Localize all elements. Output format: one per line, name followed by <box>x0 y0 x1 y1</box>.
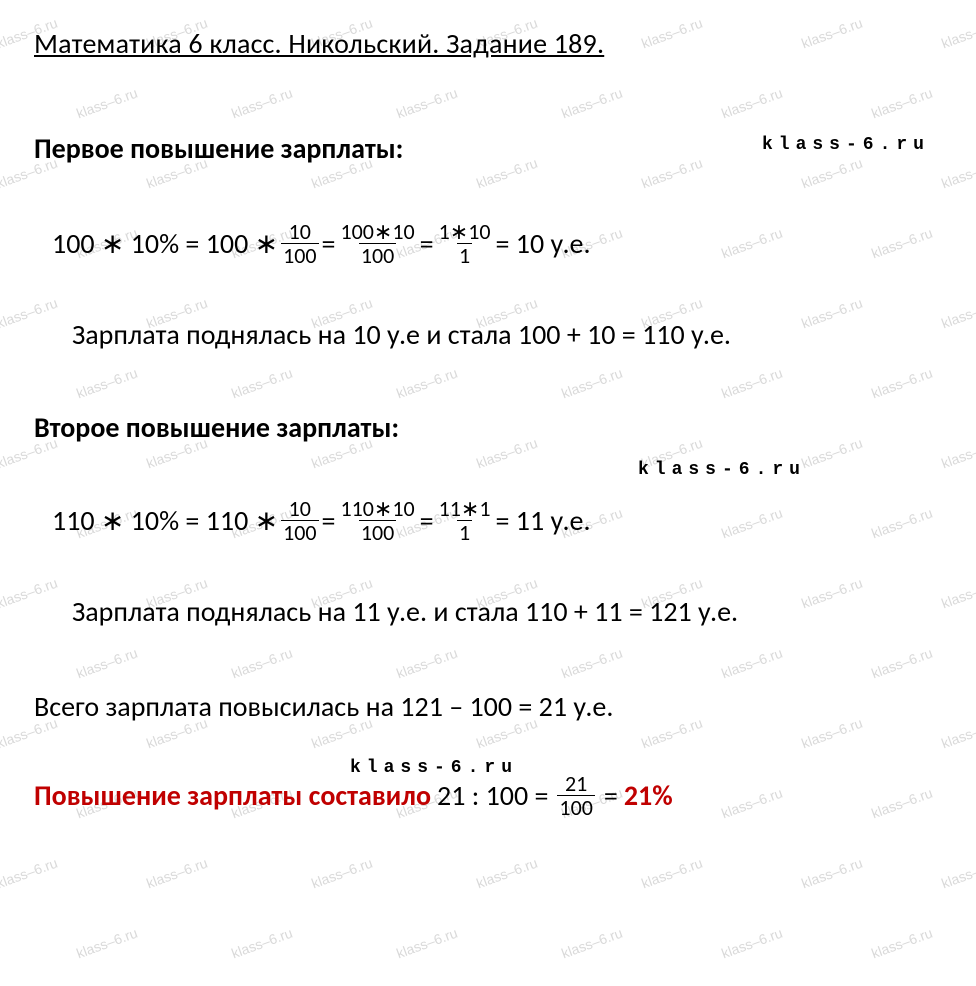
final-prefix: Повышение зарплаты составило <box>34 778 431 813</box>
numerator: 110∗10 <box>338 497 416 520</box>
eq-text: = <box>322 226 336 261</box>
eq-text: = <box>322 503 336 538</box>
section1-result: Зарплата поднялась на 10 у.е и стала 100… <box>34 317 944 352</box>
fraction: 10 100 <box>281 497 318 544</box>
brand-label-2: klass-6.ru <box>638 460 806 480</box>
eq-text: = <box>420 503 434 538</box>
brand-label-1: klass-6.ru <box>762 135 930 155</box>
final-percent: 21% <box>624 778 673 813</box>
numerator: 1∗10 <box>437 220 493 243</box>
fraction: 110∗10 100 <box>338 497 416 544</box>
fraction: 10 100 <box>281 220 318 267</box>
fraction: 11∗1 1 <box>437 497 493 544</box>
total-line: Всего зарплата повысилась на 121 – 100 =… <box>34 689 944 724</box>
eq-text: 100 ∗ 10% = 100 ∗ <box>52 226 278 261</box>
denominator: 100 <box>281 520 318 544</box>
final-answer: Повышение зарплаты составило 21 : 100 = … <box>34 772 944 819</box>
denominator: 1 <box>457 520 472 544</box>
eq-text: = <box>420 226 434 261</box>
numerator: 100∗10 <box>338 220 416 243</box>
eq-text: = 10 у.е. <box>496 226 591 261</box>
numerator: 10 <box>287 220 313 243</box>
denominator: 100 <box>359 520 396 544</box>
eq-text: 110 ∗ 10% = 110 ∗ <box>52 503 278 538</box>
section2-result: Зарплата поднялась на 11 у.е. и стала 11… <box>34 594 944 629</box>
final-eq2: = <box>604 778 618 813</box>
denominator: 100 <box>557 795 594 819</box>
denominator: 1 <box>457 243 472 267</box>
section2-equation: 110 ∗ 10% = 110 ∗ 10 100 = 110∗10 100 = … <box>34 497 944 544</box>
fraction: 21 100 <box>557 772 594 819</box>
denominator: 100 <box>359 243 396 267</box>
brand-label-3: klass-6.ru <box>350 758 518 778</box>
numerator: 10 <box>287 497 313 520</box>
denominator: 100 <box>281 243 318 267</box>
document-body: Математика 6 класс. Никольский. Задание … <box>0 0 976 820</box>
section2-heading: Второе повышение зарплаты: <box>34 410 944 445</box>
fraction: 100∗10 100 <box>338 220 416 267</box>
numerator: 11∗1 <box>437 497 493 520</box>
final-eq: 21 : 100 = <box>437 778 548 813</box>
numerator: 21 <box>563 772 589 795</box>
fraction: 1∗10 1 <box>437 220 493 267</box>
eq-text: = 11 у.е. <box>496 503 591 538</box>
page-title: Математика 6 класс. Никольский. Задание … <box>34 26 944 61</box>
section1-equation: 100 ∗ 10% = 100 ∗ 10 100 = 100∗10 100 = … <box>34 220 944 267</box>
